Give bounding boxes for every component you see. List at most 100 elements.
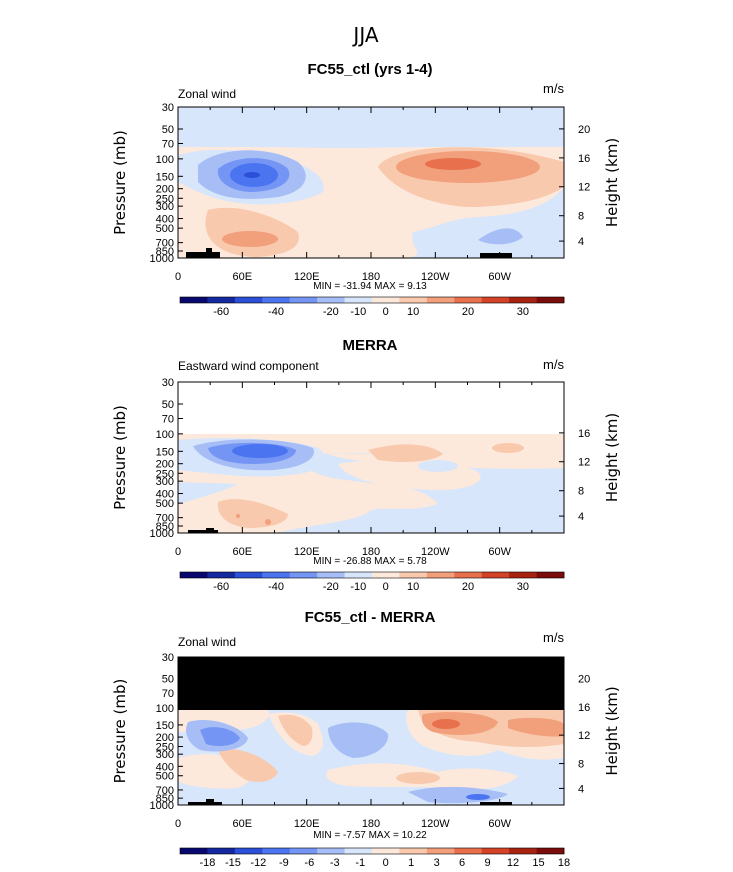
shade-region (396, 772, 440, 784)
colorbar-label: -20 (323, 581, 339, 593)
y-tick-label: 30 (162, 377, 174, 389)
colorbar-label: -60 (213, 581, 229, 593)
colorbar-label: 18 (558, 857, 570, 869)
colorbar-swatch (207, 848, 236, 854)
x-tick-label: 120W (421, 271, 450, 283)
colorbar-label: 15 (532, 857, 544, 869)
colorbar-label: 10 (407, 306, 419, 318)
colorbar-swatch (344, 297, 373, 303)
colorbar-label: 30 (517, 581, 529, 593)
y-tick-label: 500 (156, 223, 174, 235)
units-label: m/s (543, 81, 564, 96)
y-tick-label: 300 (156, 476, 174, 488)
colorbar-swatch (372, 572, 400, 578)
colorbar: -60 -40 -20 -10 0 10 20 30 (179, 571, 565, 593)
panel-axes: 3050701001502002503004005007008501000Pre… (111, 652, 621, 830)
y2-tick-label: 4 (578, 511, 584, 523)
colorbar-label: -10 (350, 306, 366, 318)
shade-region (218, 748, 278, 782)
x-tick-label: 60W (488, 271, 511, 283)
y2-tick-label: 20 (578, 673, 590, 685)
x-tick-label: 0 (175, 546, 181, 558)
shade-region (200, 727, 240, 746)
panel-merra: MERRA Eastward wind component m/s 30 50 70… (111, 337, 621, 593)
units-label: m/s (543, 630, 564, 645)
colorbar-swatch (262, 848, 291, 854)
y-tick-label: 1000 (150, 528, 174, 540)
x-tick-label: 60W (488, 546, 511, 558)
y2-axis-label: Height (km) (603, 686, 621, 775)
colorbar-label: -40 (268, 581, 284, 593)
colorbar-label: -12 (250, 857, 266, 869)
topography (480, 802, 512, 805)
colorbar-label: -20 (323, 306, 339, 318)
y-tick-label: 400 (156, 489, 174, 501)
colorbar-swatch (509, 848, 537, 854)
units-label: m/s (543, 357, 564, 372)
shade-region (425, 158, 481, 170)
shade-region (265, 519, 271, 525)
y-tick-label: 100 (156, 429, 174, 441)
contour-field (178, 107, 564, 258)
colorbar-swatch (399, 297, 428, 303)
min-max-stats: MIN = -7.57 MAX = 10.22 (313, 830, 427, 841)
colorbar-label: 3 (434, 857, 440, 869)
colorbar-swatch (234, 297, 263, 303)
x-tick-label: 60E (233, 271, 253, 283)
topography (206, 248, 212, 258)
colorbar-swatch (372, 848, 400, 854)
y-tick-label: 500 (156, 498, 174, 510)
colorbar-swatch (509, 572, 537, 578)
colorbar-label: 1 (408, 857, 414, 869)
colorbar-label: -40 (268, 306, 284, 318)
y2-tick-label: 12 (578, 730, 590, 742)
shade-region (508, 717, 564, 737)
y-tick-label: 250 (156, 193, 174, 205)
colorbar-label: 6 (459, 857, 465, 869)
y-tick-label: 250 (156, 741, 174, 753)
colorbar-label: 30 (517, 306, 529, 318)
colorbar-swatch (399, 572, 428, 578)
y-tick-label: 200 (156, 732, 174, 744)
x-tick-label: 120E (294, 271, 320, 283)
y2-tick-label: 16 (578, 428, 590, 440)
x-tick-label: 60W (488, 818, 511, 830)
y-tick-label: 500 (156, 771, 174, 783)
colorbar-swatch (426, 848, 455, 854)
colorbar-frame (179, 847, 565, 855)
x-tick-label: 0 (175, 818, 181, 830)
y-tick-label: 50 (162, 124, 174, 136)
topography (188, 530, 218, 533)
panel-title: MERRA (343, 337, 398, 354)
colorbar-label: -18 (199, 857, 215, 869)
colorbar-swatch (536, 848, 565, 854)
y-tick-label: 70 (162, 688, 174, 700)
colorbar-label: 10 (407, 581, 419, 593)
colorbar-swatch (317, 848, 345, 854)
panel-title: FC55_ctl - MERRA (305, 609, 436, 626)
y-tick-label: 150 (156, 171, 174, 183)
panel-difference: FC55_ctl - MERRA Zonal wind m/s (111, 609, 621, 869)
panel-left-label: Zonal wind (178, 635, 236, 649)
colorbar-label: -6 (304, 857, 314, 869)
colorbar-label: 20 (462, 306, 474, 318)
colorbar-label: -10 (350, 581, 366, 593)
panel-title: FC55_ctl (yrs 1-4) (307, 61, 432, 78)
colorbar-label: -3 (330, 857, 340, 869)
shade-region (418, 460, 458, 472)
masked-region (178, 657, 564, 710)
y-tick-label: 100 (156, 703, 174, 715)
topography (480, 253, 512, 258)
shade-region (466, 794, 490, 800)
colorbar-swatch (399, 848, 428, 854)
colorbar-swatch (454, 572, 483, 578)
colorbar-swatch (481, 572, 510, 578)
colorbar-swatch (509, 297, 537, 303)
colorbar-swatch (454, 848, 483, 854)
topography (188, 802, 222, 805)
colorbar-swatch (180, 297, 208, 303)
shade-region (222, 231, 278, 247)
y-tick-label: 400 (156, 761, 174, 773)
shade-region (421, 712, 498, 735)
